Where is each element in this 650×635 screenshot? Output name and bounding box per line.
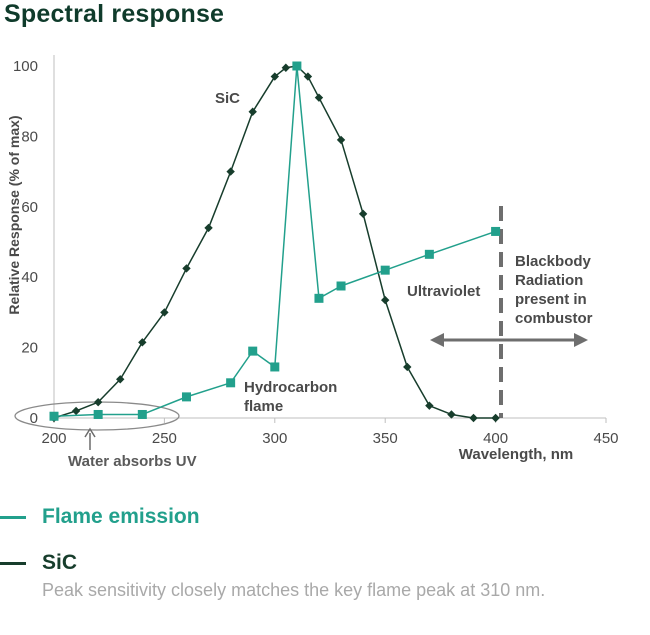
y-axis-label: Relative Response (% of max) [6,115,22,314]
sic-point [425,401,434,410]
blackbody-label-line4: combustor [515,310,593,327]
blackbody-label-line3: present in [515,291,587,308]
legend-sic: SiC [0,551,77,575]
sic-description: Peak sensitivity closely matches the key… [42,580,546,600]
sic-point [248,107,257,116]
flame-emission-point [248,346,258,356]
y-tick-label: 20 [21,340,38,357]
flame-emission-point [270,362,280,372]
flame-legend-label: Flame emission [42,505,200,528]
sic-point [403,362,412,372]
sic-point [160,308,169,317]
x-tick-label: 350 [373,430,398,447]
sic-point [270,72,279,81]
blackbody-label: Blackbody Radiation present in combustor [515,253,593,327]
flame-emission-point [49,411,59,421]
spectral-response-chart: 0 20 40 60 80 100 200 250 300 350 400 450 Relative… [6,55,619,470]
hydrocarbon-label-line2: flame [244,398,283,415]
flame-legend-swatch [0,515,26,519]
flame-emission-point [314,293,324,303]
y-tick-label: 0 [30,410,38,427]
flame-emission-point [380,265,390,275]
flame-emission-point [491,226,501,236]
sic-point [336,135,346,145]
sic-point [491,413,500,423]
water-arrow-head [84,427,96,438]
y-tick-label: 80 [21,128,38,145]
hydrocarbon-label-line1: Hydrocarbon [244,379,337,396]
legend-flame-emission: Flame emission [0,505,200,529]
x-axis-label: Wavelength, nm [459,446,573,463]
y-tick-label: 60 [21,199,38,216]
sic-point [182,264,191,273]
sic-point [447,410,456,419]
sic-point [358,209,368,219]
blackbody-range-arrow [430,333,588,347]
sic-point [303,72,313,81]
flame-emission-point [181,392,191,402]
sic-curve-label: SiC [215,90,240,107]
sic-point [71,406,81,416]
y-tick-label: 100 [13,58,38,75]
chart-title: Spectral response [4,0,225,28]
x-tick-label: 250 [152,430,177,447]
sic-point [281,63,291,72]
sic-legend-label: SiC [42,551,78,574]
sic-point [116,375,125,384]
axes [53,55,606,419]
water-absorbs-uv-label: Water absorbs UV [68,453,197,470]
series-flame-emission [49,61,501,421]
flame-emission-point [424,249,434,259]
flame-emission-point [93,409,103,419]
x-tick-label: 200 [41,430,66,447]
sic-point [469,413,478,423]
sic-point [314,93,324,102]
blackbody-label-line2: Radiation [515,272,583,289]
x-tick-label: 450 [593,430,618,447]
x-tick-label: 300 [262,430,287,447]
y-tick-labels: 0 20 40 60 80 100 [13,58,38,427]
sic-point [138,338,147,347]
x-tick-labels: 200 250 300 350 400 450 [41,418,619,447]
flame-emission-point [336,281,346,291]
x-tick-label: 400 [483,430,508,447]
sic-point [93,397,103,407]
sic-point [204,223,213,233]
ultraviolet-label: Ultraviolet [407,283,480,300]
flame-emission-point [292,61,302,71]
flame-emission-point [226,378,236,388]
sic-legend-swatch [0,561,26,565]
blackbody-label-line1: Blackbody [515,253,592,270]
y-tick-label: 40 [21,269,38,286]
flame-emission-point [137,409,147,419]
sic-point [226,167,235,176]
sic-point [381,295,390,305]
